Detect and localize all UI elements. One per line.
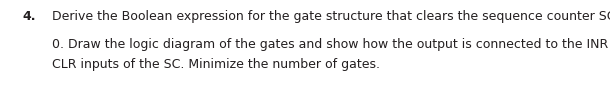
Text: 4.: 4. bbox=[22, 10, 35, 23]
Text: CLR inputs of the SC. Minimize the number of gates.: CLR inputs of the SC. Minimize the numbe… bbox=[52, 58, 380, 71]
Text: Derive the Boolean expression for the gate structure that clears the sequence co: Derive the Boolean expression for the ga… bbox=[52, 10, 610, 23]
Text: 0. Draw the logic diagram of the gates and show how the output is connected to t: 0. Draw the logic diagram of the gates a… bbox=[52, 38, 610, 51]
